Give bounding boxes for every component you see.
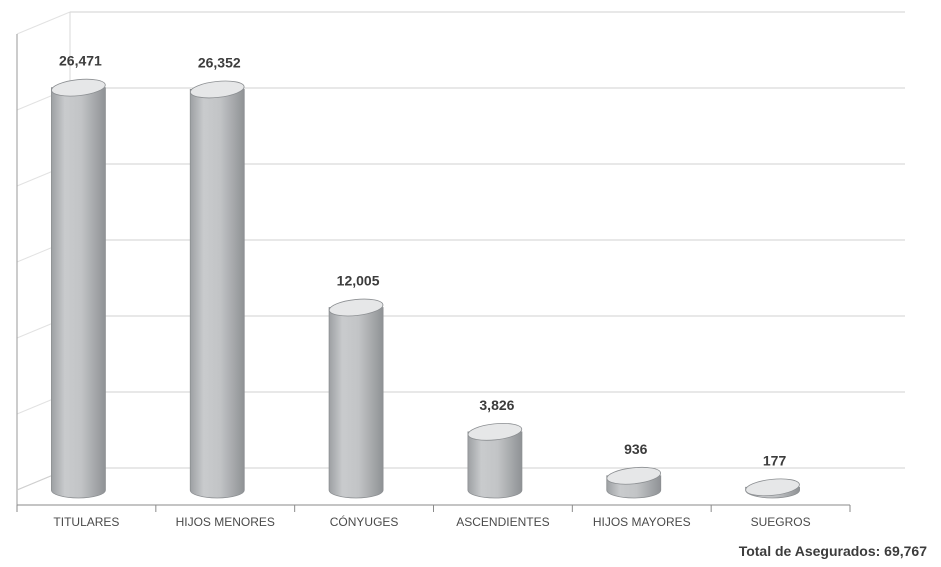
- data-label: 26,352: [198, 54, 241, 70]
- bar-top-cap: [328, 298, 384, 317]
- bar-hijos-menores: [189, 80, 245, 499]
- category-label: TITULARES: [53, 515, 119, 529]
- bar-top-cap: [467, 423, 523, 441]
- bar-top-cap: [606, 466, 662, 485]
- data-label: 26,471: [59, 53, 102, 69]
- bar-body: [189, 89, 245, 499]
- labels: 26,471 TITULARES 26,352 HIJOS MENORES 12,005…: [53, 53, 810, 529]
- category-label: CÓNYUGES: [330, 514, 399, 529]
- bar-body: [328, 307, 384, 499]
- bar-top-cap: [745, 478, 800, 497]
- data-label: 936: [624, 441, 648, 457]
- category-label: HIJOS MENORES: [176, 515, 275, 529]
- total-insured-label: Total de Asegurados: 69,767: [738, 543, 927, 559]
- data-label: 12,005: [337, 273, 380, 289]
- bar-suegros: [745, 478, 800, 499]
- bar-hijos-mayores: [606, 466, 662, 499]
- data-label: 177: [763, 452, 787, 468]
- bar-ascendientes: [467, 423, 523, 499]
- bar-c-nyuges: [328, 298, 384, 499]
- bar-top-cap: [51, 78, 106, 97]
- bars: [51, 78, 800, 499]
- gridline-depth: [16, 11, 71, 35]
- bar-body: [467, 431, 523, 499]
- data-label: 3,826: [479, 397, 514, 413]
- category-label: ASCENDIENTES: [456, 515, 549, 529]
- bar-body: [51, 87, 106, 499]
- gridlines: [16, 11, 905, 505]
- bar-titulares: [51, 78, 106, 499]
- category-label: HIJOS MAYORES: [593, 515, 691, 529]
- axis: [16, 504, 851, 512]
- category-label: SUEGROS: [751, 515, 811, 529]
- bar-top-cap: [189, 80, 245, 99]
- bar-chart: 26,471 TITULARES 26,352 HIJOS MENORES 12,005…: [16, 11, 905, 529]
